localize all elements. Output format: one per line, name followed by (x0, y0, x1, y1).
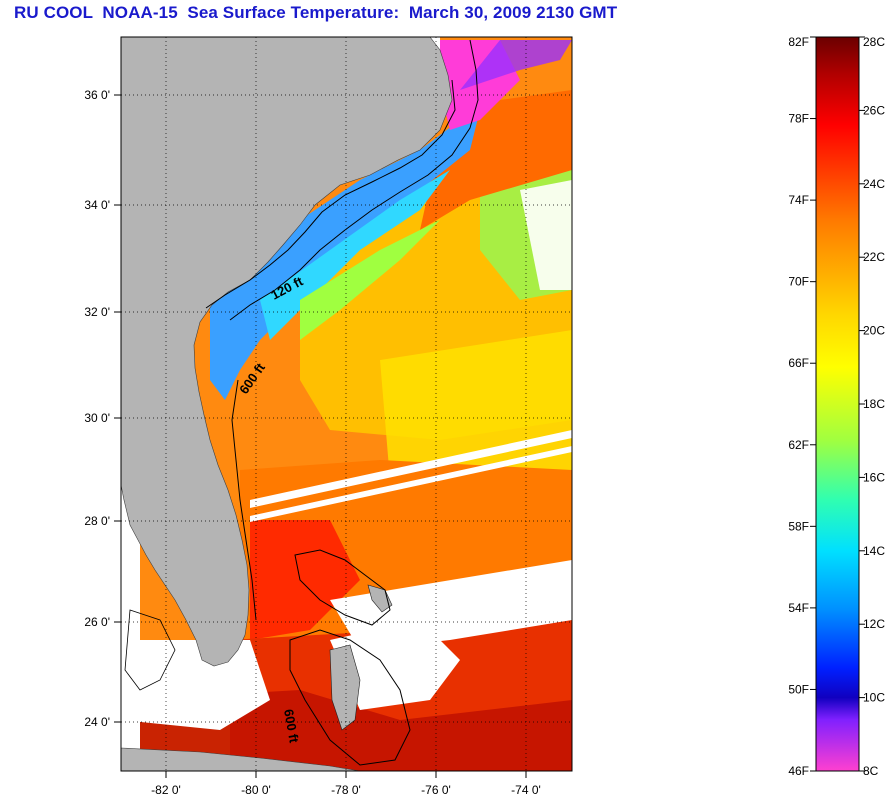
colorbar-c-label: 10C (863, 691, 885, 705)
contour-120ft (205, 79, 456, 309)
colorbar (815, 36, 860, 772)
lon-label-74: -74 0' (511, 783, 541, 797)
nearshore-purple-water (460, 40, 572, 90)
colorbar-c-label: 26C (863, 103, 885, 117)
shelf-cold-water (210, 110, 480, 400)
shelf-green-water (300, 220, 440, 340)
cloud-streak-2 (250, 446, 572, 522)
land-andros (329, 644, 361, 731)
colorbar-f-label: 58F (788, 519, 809, 533)
cloud-streak-1 (250, 430, 572, 508)
colorbar-f-label: 50F (788, 682, 809, 696)
colorbar-c-label: 28C (863, 35, 885, 49)
lat-label-24: 24 0' (84, 715, 110, 729)
colorbar-c-label: 18C (863, 397, 885, 411)
lat-label-30: 30 0' (84, 411, 110, 425)
cloud-bahamas (330, 620, 460, 710)
lat-label-32: 32 0' (84, 305, 110, 319)
colorbar-f-label: 46F (788, 764, 809, 778)
lon-label-80: -80 0' (241, 783, 271, 797)
contour-great-bahama-bank (289, 629, 411, 766)
contour-600ft-south (231, 379, 257, 621)
map-title: RU COOL NOAA-15 Sea Surface Temperature:… (14, 3, 618, 22)
lat-label-34: 34 0' (84, 198, 110, 212)
contour-label-600ft-south: 600 ft (281, 708, 302, 745)
contour-south-west (124, 609, 176, 691)
cloud-patch-east (520, 180, 572, 290)
land-abaco (367, 584, 393, 613)
colorbar-c-label: 8C (863, 764, 879, 778)
gulf-stream-core (420, 90, 572, 230)
lat-label-26: 26 0' (84, 615, 110, 629)
cloud-south-bottom (121, 640, 270, 730)
colorbar-c-label: 24C (863, 177, 885, 191)
colorbar-f-label: 78F (788, 112, 809, 126)
colorbar-celsius-labels: 28C 26C 24C 22C 20C 18C 16C 14C 12C 10C 8C (863, 35, 885, 778)
lon-label-76: -76 0' (421, 783, 451, 797)
colorbar-f-label: 74F (788, 193, 809, 207)
bahama-red-water (250, 520, 360, 640)
colorbar-f-label: 62F (788, 438, 809, 452)
axis-ticks (114, 94, 527, 778)
contour-bahama-bank (294, 549, 391, 626)
colorbar-fahrenheit-labels: 82F 78F 74F 70F 66F 62F 58F 54F 50F 46F (788, 35, 809, 778)
land-southeast-us (121, 37, 453, 667)
colorbar-ticks (810, 36, 865, 772)
colorbar-f-label: 54F (788, 601, 809, 615)
contour-600ft (229, 39, 479, 321)
colorbar-f-label: 82F (788, 35, 809, 49)
map-area: 120 ft 600 ft 600 ft (121, 37, 572, 771)
colorbar-c-label: 22C (863, 250, 885, 264)
lon-label-82: -82 0' (151, 783, 181, 797)
colorbar-f-label: 66F (788, 356, 809, 370)
lon-label-78: -78 0' (331, 783, 361, 797)
colorbar-c-label: 14C (863, 544, 885, 558)
colorbar-c-label: 12C (863, 617, 885, 631)
land-cuba (121, 747, 361, 771)
lat-label-36: 36 0' (84, 88, 110, 102)
colorbar-c-label: 16C (863, 470, 885, 484)
lat-label-28: 28 0' (84, 514, 110, 528)
colorbar-c-label: 20C (863, 324, 885, 338)
colorbar-f-label: 70F (788, 275, 809, 289)
